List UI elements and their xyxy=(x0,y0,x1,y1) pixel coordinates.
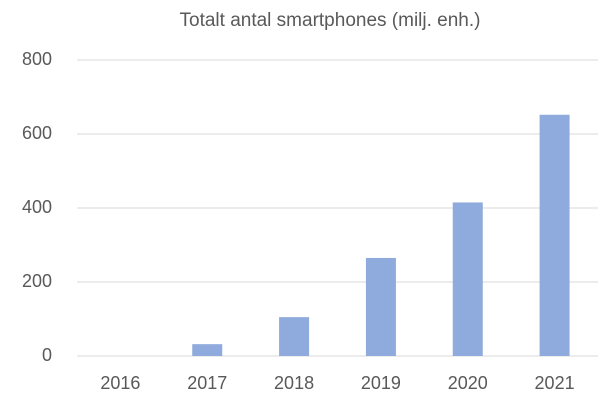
bar xyxy=(365,257,396,356)
bar xyxy=(452,202,483,356)
x-tick-label: 2018 xyxy=(274,373,314,393)
bar xyxy=(279,317,310,356)
bar xyxy=(192,344,223,356)
x-tick-label: 2021 xyxy=(535,373,575,393)
y-tick-label: 0 xyxy=(42,345,52,365)
x-tick-label: 2019 xyxy=(361,373,401,393)
y-tick-label: 800 xyxy=(22,49,52,69)
y-tick-label: 400 xyxy=(22,197,52,217)
x-tick-label: 2017 xyxy=(187,373,227,393)
y-tick-label: 200 xyxy=(22,271,52,291)
bar xyxy=(539,114,570,356)
y-tick-label: 600 xyxy=(22,123,52,143)
chart-title: Totalt antal smartphones (milj. enh.) xyxy=(180,10,481,31)
x-tick-label: 2016 xyxy=(100,373,140,393)
x-tick-label: 2020 xyxy=(448,373,488,393)
